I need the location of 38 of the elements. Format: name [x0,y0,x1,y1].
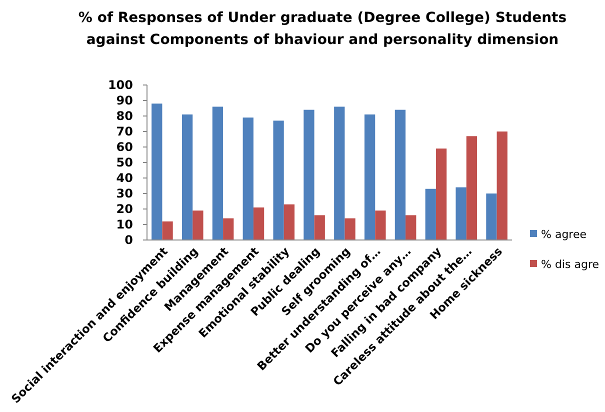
bar [242,118,254,240]
bar [223,218,234,240]
bar [253,207,264,240]
chart-title: % of Responses of Under graduate (Degree College) Students against Components of bhaviour and personality dimension [78,10,567,48]
bar [182,114,193,240]
bar [212,106,224,240]
bar [375,210,386,240]
legend-label: % dis agre [541,258,600,271]
bar [334,106,345,240]
bar [436,148,447,240]
bar [364,114,376,240]
y-tick-label: 80 [116,109,133,124]
legend-label: % agree [541,228,587,241]
y-tick-label: 40 [116,171,133,186]
y-tick-label: 30 [116,186,133,201]
y-tick-label: 70 [116,124,133,139]
bar [304,110,314,240]
bar [192,210,204,240]
y-tick-label: 10 [116,218,133,232]
bar [496,132,508,240]
y-tick-label: 50 [116,156,133,170]
bar [162,221,173,240]
bar [344,218,356,240]
bar [152,104,162,240]
bar [314,215,325,240]
y-tick-label: 90 [116,94,133,108]
bar [284,204,295,240]
y-tick-label: 20 [116,202,133,216]
y-tick-label: 100 [108,78,133,92]
bar [486,194,497,240]
y-tick-label: 60 [116,140,133,154]
bar [406,215,416,240]
bar [394,110,406,240]
bar [456,187,466,240]
bar [273,120,284,240]
y-tick-label: 0 [124,233,133,248]
bar [466,136,478,240]
bar [425,188,436,240]
